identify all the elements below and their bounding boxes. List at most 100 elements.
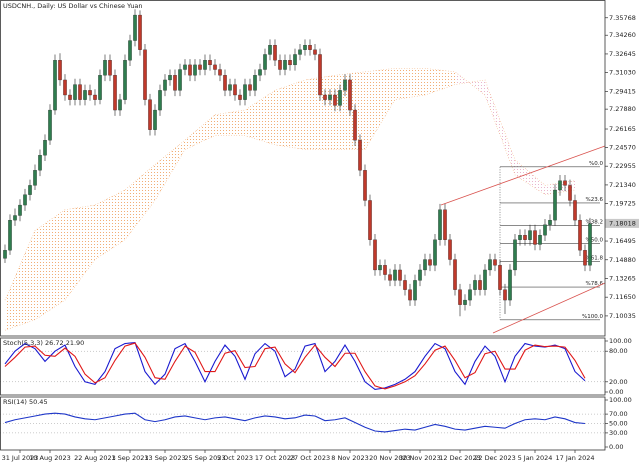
x-tick-label: 22 Aug 2023 [74,454,116,462]
candle-body [548,219,552,225]
x-tick-label: 20 Nov 2023 [369,454,411,462]
channel-line [492,282,606,334]
candle-body [18,204,22,216]
candle-body [318,54,322,96]
y-tick-label: 7.24570 [609,143,636,151]
candle-body [513,239,517,271]
y-tick-label: 7.35768 [609,14,636,22]
x-tick-label: 5 Oct 2023 [217,454,253,462]
cloud-segment [155,140,185,201]
y-tick-label: 80.00 [609,347,628,355]
candle-body [103,60,107,76]
candle-body [128,40,132,61]
candle-body [183,64,187,70]
x-tick-label: 13 Sep 2023 [144,454,185,462]
fib-label: %0.0 [589,161,603,167]
x-tick-label: 8 Nov 2023 [331,454,369,462]
indicator-line [4,342,586,390]
fib-label: %23.6 [586,197,604,203]
candle-body [588,223,592,266]
candle-body [148,99,152,130]
y-tick-label: 7.11650 [609,293,636,301]
cloud-segment [365,68,395,150]
fib-label: %78.6 [586,281,604,287]
y-tick-label: 7.16495 [609,237,636,245]
candle-body [53,60,57,111]
candle-body [123,60,127,100]
candle-body [268,45,272,55]
candle-body [528,230,532,240]
cloud-segment [455,71,485,96]
candle-body [48,109,52,141]
candle-body [118,99,122,111]
candle-body [108,60,112,76]
candle-body [243,84,247,100]
candle-body [388,274,392,281]
candle-body [363,170,367,201]
candle-body [488,259,492,271]
cloud-segment [425,68,455,96]
cloud-segment [215,110,245,136]
candle-body [113,75,117,111]
candle-body [3,250,7,259]
y-tick-label: 50.00 [609,420,628,428]
candle-body [543,224,547,236]
cloud-segment [305,75,335,150]
candle-body [378,265,382,271]
candle-body [303,45,307,50]
candle-body [573,200,577,221]
candle-body [568,185,572,201]
candle-body [373,239,377,271]
cloud-segment [485,79,515,175]
stoch-panel-frame [0,337,606,396]
candle-body [218,69,222,76]
candle-body [438,209,442,240]
candle-body [193,64,197,76]
candle-body [483,269,487,290]
candle-body [158,90,162,111]
candle-body [68,94,72,100]
candle-body [13,215,17,221]
candle-body [343,79,347,91]
candle-body [73,84,77,100]
y-tick-label: 7.29415 [609,87,636,95]
candle-body [213,64,217,70]
candle-body [283,60,287,70]
price-panel-frame [0,0,606,337]
candle-body [298,49,302,55]
candle-body [523,235,527,240]
cloud-segment [245,90,275,145]
y-tick-label: 100.00 [609,337,632,345]
y-tick-label: 7.27880 [609,105,636,113]
x-tick-label: 25 Sep 2023 [184,454,225,462]
candle-body [498,265,502,290]
y-tick-label: 7.19725 [609,200,636,208]
x-tick-label: 5 Jan 2024 [518,454,553,462]
candle-body [23,194,27,206]
y-tick-label: 7.26165 [609,125,636,133]
candle-body [333,94,337,106]
x-tick-label: 31 Jul 2023 [2,454,39,462]
candle-body [173,75,177,91]
candle-body [563,180,567,186]
y-tick-label: 0.00 [609,388,623,396]
candle-body [153,109,157,130]
candle-body [38,155,42,171]
candle-body [508,269,512,301]
y-tick-label: 7.21340 [609,181,636,189]
chart-title: USDCNH., Daily: US Dollar vs Chinese Yua… [3,2,143,10]
y-tick-label: 7.10035 [609,312,636,320]
cloud-segment [65,205,95,301]
candle-body [28,185,32,195]
candle-body [418,269,422,281]
rsi-title: RSI(14) 50.45 [3,398,48,406]
candle-body [133,14,137,41]
candle-body [338,90,342,106]
indicator-line [4,341,586,391]
candle-body [93,94,97,100]
y-tick-label: 30.00 [609,429,628,437]
candle-body [558,180,562,191]
cloud-edge [4,68,576,301]
candle-body [453,259,457,290]
cloud-segment [35,209,65,320]
